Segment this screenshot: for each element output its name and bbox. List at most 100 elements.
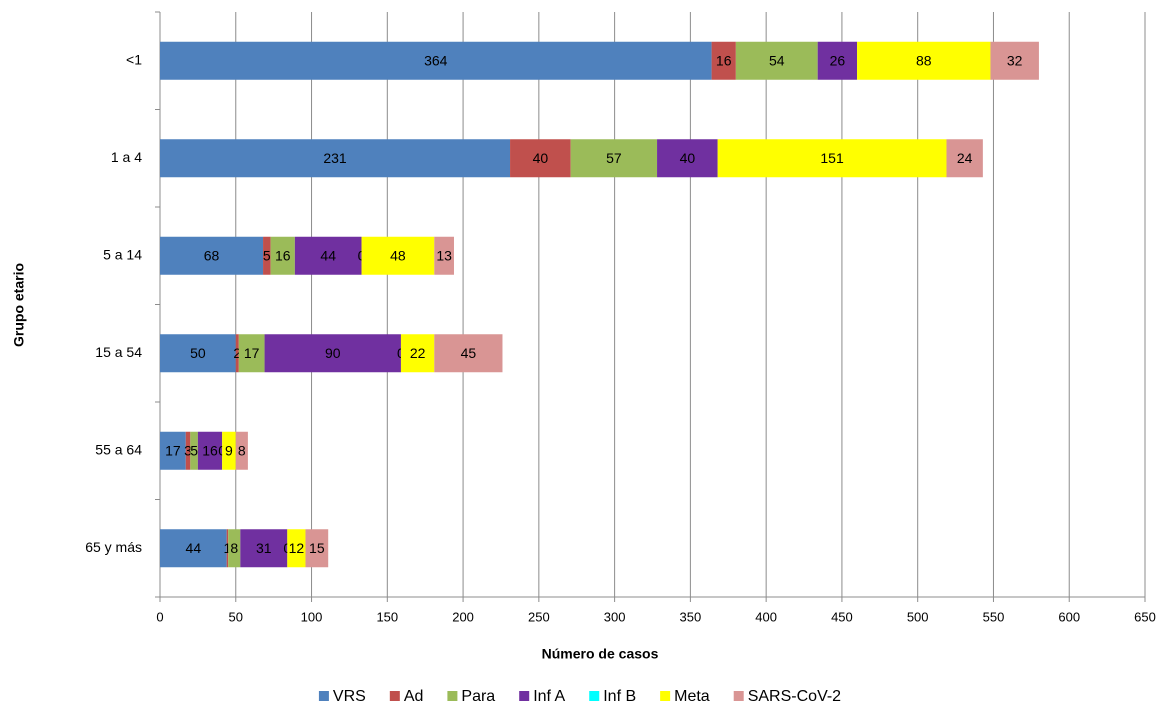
x-tick-label: 250 <box>528 609 550 624</box>
bar-segment <box>990 41 1039 80</box>
legend-swatch <box>389 691 400 701</box>
data-label: 5 <box>263 247 271 263</box>
x-tick-label: 200 <box>452 609 474 624</box>
data-label: 88 <box>916 52 932 68</box>
data-label: 151 <box>820 150 844 166</box>
bar-segment <box>197 431 223 470</box>
bar-segment <box>946 139 983 178</box>
legend-label: Inf B <box>603 688 636 705</box>
x-tick-label: 50 <box>229 609 243 624</box>
data-label: 5 <box>190 442 198 458</box>
x-tick-label: 150 <box>376 609 398 624</box>
bar-segment <box>263 236 271 275</box>
data-label: 24 <box>957 150 973 166</box>
x-tick-label: 500 <box>907 609 929 624</box>
legend-label: Para <box>461 688 495 705</box>
x-tick-label: 450 <box>831 609 853 624</box>
data-label: 32 <box>1007 52 1023 68</box>
data-label: 45 <box>461 345 477 361</box>
data-label: 50 <box>190 345 206 361</box>
data-label: 57 <box>606 150 622 166</box>
data-label: 17 <box>165 442 181 458</box>
bar-segment <box>434 334 503 373</box>
legend-swatch <box>733 691 744 701</box>
data-label: 15 <box>309 540 325 556</box>
bar-segment <box>400 334 435 373</box>
legend-swatch <box>589 691 600 701</box>
data-label: 54 <box>769 52 785 68</box>
data-label: 3 <box>184 442 192 458</box>
y-axis-title: Grupo etario <box>11 263 27 347</box>
bar-segment <box>226 529 229 568</box>
x-tick-label: 550 <box>983 609 1005 624</box>
bar-segment <box>657 139 718 178</box>
data-label: 40 <box>533 150 549 166</box>
bar-segment <box>160 334 236 373</box>
bar-segment <box>305 529 329 568</box>
bar-segment <box>711 41 736 80</box>
bar-segment <box>235 431 248 470</box>
bar-segment <box>238 334 265 373</box>
legend-label: SARS-CoV-2 <box>748 688 841 705</box>
legend: VRS Ad Para Inf A Inf B Meta SARS-CoV-2 <box>318 688 841 705</box>
legend-label: Inf A <box>533 688 565 705</box>
bar-segment <box>160 41 712 80</box>
bar-segment <box>817 41 858 80</box>
data-label: 68 <box>204 247 220 263</box>
legend-swatch <box>519 691 530 701</box>
bar-segment <box>570 139 658 178</box>
x-tick-label: 400 <box>755 609 777 624</box>
bar-segment <box>160 431 186 470</box>
data-label: 1 <box>224 540 232 556</box>
data-label: 17 <box>244 345 260 361</box>
bar-segment <box>287 529 306 568</box>
bar-segment <box>735 41 818 80</box>
x-tick-label: 0 <box>156 609 163 624</box>
data-label: 44 <box>186 540 202 556</box>
data-label: 8 <box>230 540 238 556</box>
x-axis-title: Número de casos <box>542 646 659 662</box>
data-label: 26 <box>830 52 846 68</box>
data-label: 40 <box>680 150 696 166</box>
bar-segment <box>264 334 401 373</box>
data-label: 231 <box>323 150 347 166</box>
bar-segment <box>235 334 239 373</box>
bar-segment <box>222 431 236 470</box>
bar-segment <box>294 236 362 275</box>
bar-segment <box>434 236 454 275</box>
data-label: 9 <box>225 442 233 458</box>
x-tick-label: 300 <box>604 609 626 624</box>
data-label: 12 <box>289 540 305 556</box>
bar-segment <box>190 431 198 470</box>
bar-segment <box>361 236 435 275</box>
bar-segment <box>717 139 947 178</box>
bar-segment <box>160 236 264 275</box>
data-label: 22 <box>410 345 426 361</box>
data-label: 16 <box>202 442 218 458</box>
data-label: 16 <box>716 52 732 68</box>
y-tick-label: <1 <box>126 51 142 67</box>
bar-segment <box>270 236 295 275</box>
bar-segment <box>228 529 241 568</box>
data-label: 8 <box>238 442 246 458</box>
data-label: 16 <box>275 247 291 263</box>
legend-label: Ad <box>404 688 424 705</box>
data-label: 48 <box>390 247 406 263</box>
y-tick-label: 65 y más <box>85 539 142 555</box>
bar-segment <box>160 139 511 178</box>
data-label: 13 <box>436 247 452 263</box>
legend-label: Meta <box>674 688 710 705</box>
x-tick-label: 650 <box>1134 609 1156 624</box>
bar-segment <box>510 139 571 178</box>
data-label: 31 <box>256 540 272 556</box>
legend-label: VRS <box>333 688 366 705</box>
bar-segment <box>160 529 227 568</box>
legend-swatch <box>447 691 458 701</box>
x-tick-label: 100 <box>301 609 323 624</box>
x-tick-label: 350 <box>680 609 702 624</box>
y-tick-label: 55 a 64 <box>95 441 142 457</box>
x-tick-label: 600 <box>1058 609 1080 624</box>
y-tick-label: 1 a 4 <box>111 149 142 165</box>
bar-segment <box>240 529 288 568</box>
